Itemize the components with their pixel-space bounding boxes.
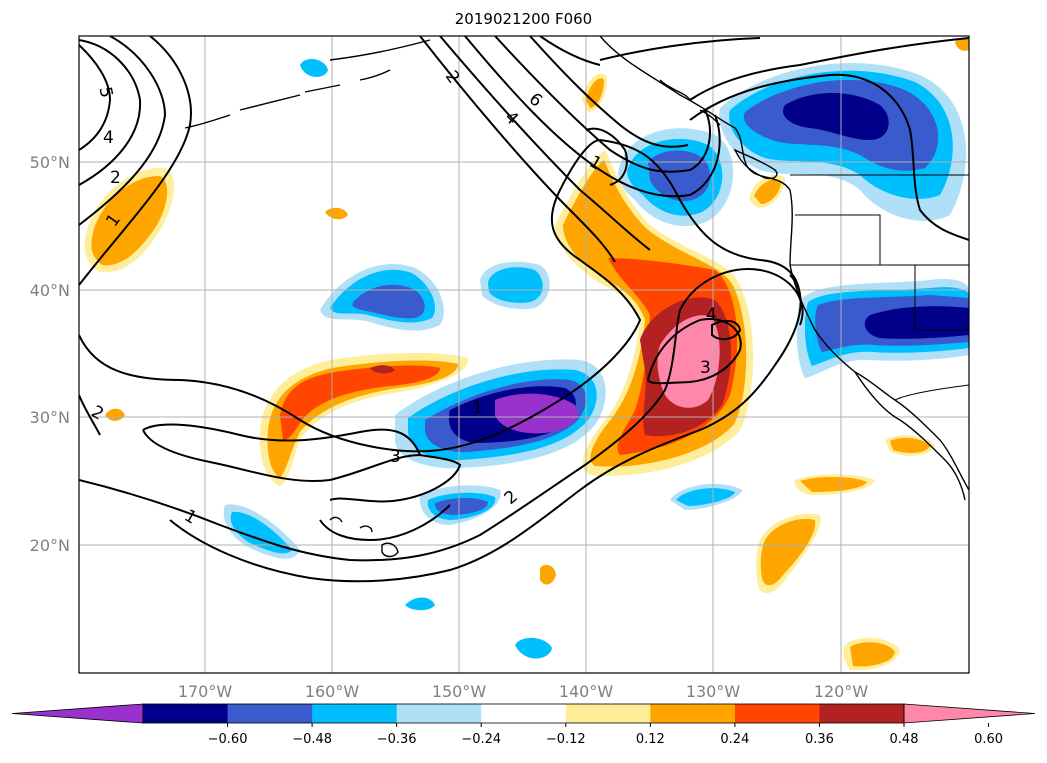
- contour-label: 3: [390, 447, 401, 467]
- lon-label: 140°W: [559, 682, 614, 701]
- colorbar-tick-label: 0.24: [720, 732, 749, 747]
- map-frame: [78, 35, 970, 674]
- colorbar-bin: [481, 704, 567, 723]
- colorbar-frame: [142, 703, 905, 724]
- colorbar-bin: [396, 704, 482, 723]
- contour-label: 2: [441, 67, 464, 87]
- lon-label: 120°W: [814, 682, 869, 701]
- lat-label: 40°N: [30, 281, 70, 300]
- colorbar-tick-label: 0.48: [890, 732, 919, 747]
- lon-label: 160°W: [305, 682, 360, 701]
- colorbar-bin: [565, 704, 651, 723]
- contour-label: 4: [103, 128, 114, 148]
- contour-label: 5: [95, 85, 117, 99]
- filled-contours: [84, 37, 969, 671]
- borders: [790, 174, 969, 401]
- map-area: 5 4 2 1 2 4 6 1 4 3 1 3 2 1 2: [79, 36, 969, 673]
- contour-label: 3: [700, 358, 711, 378]
- lat-label: 20°N: [30, 536, 70, 555]
- colorbar-tick-label: −0.12: [546, 732, 586, 747]
- map-title: 2019021200 F060: [454, 10, 593, 28]
- colorbar-arrow-high: [903, 703, 1036, 724]
- lon-label: 130°W: [686, 682, 741, 701]
- colorbar-tick-label: −0.36: [377, 732, 417, 747]
- contour-lines: [79, 36, 969, 583]
- colorbar-tick-label: 0.12: [636, 732, 665, 747]
- colorbar-bin: [734, 704, 820, 723]
- colorbar-bin: [819, 704, 905, 723]
- colorbar-bin: [227, 704, 313, 723]
- colorbar-arrow-low: [11, 703, 144, 724]
- colorbar-tick-label: −0.24: [461, 732, 501, 747]
- colorbar-tick-label: 0.60: [974, 732, 1003, 747]
- lat-label: 30°N: [30, 408, 70, 427]
- colorbar-bin: [143, 704, 229, 723]
- lat-label: 50°N: [30, 153, 70, 172]
- contour-label: 4: [706, 305, 717, 325]
- contour-label: 2: [501, 487, 522, 509]
- contour-label: 1: [472, 398, 483, 418]
- lat-labels: 50°N 40°N 30°N 20°N: [30, 153, 70, 555]
- colorbar-tick-label: 0.36: [805, 732, 834, 747]
- lon-label: 170°W: [178, 682, 233, 701]
- colorbar-bin: [312, 704, 398, 723]
- colorbar: −0.60 −0.48 −0.36 −0.24 −0.12 0.12 0.24 0.36 0.4…: [11, 703, 1036, 747]
- contour-label: 2: [110, 168, 121, 188]
- lon-label: 150°W: [432, 682, 487, 701]
- contour-label: 2: [88, 402, 107, 425]
- colorbar-tick-label: −0.60: [208, 732, 248, 747]
- colorbar-tick-label: −0.48: [292, 732, 332, 747]
- colorbar-bin: [650, 704, 736, 723]
- lon-labels: 170°W 160°W 150°W 140°W 130°W 120°W: [178, 682, 869, 701]
